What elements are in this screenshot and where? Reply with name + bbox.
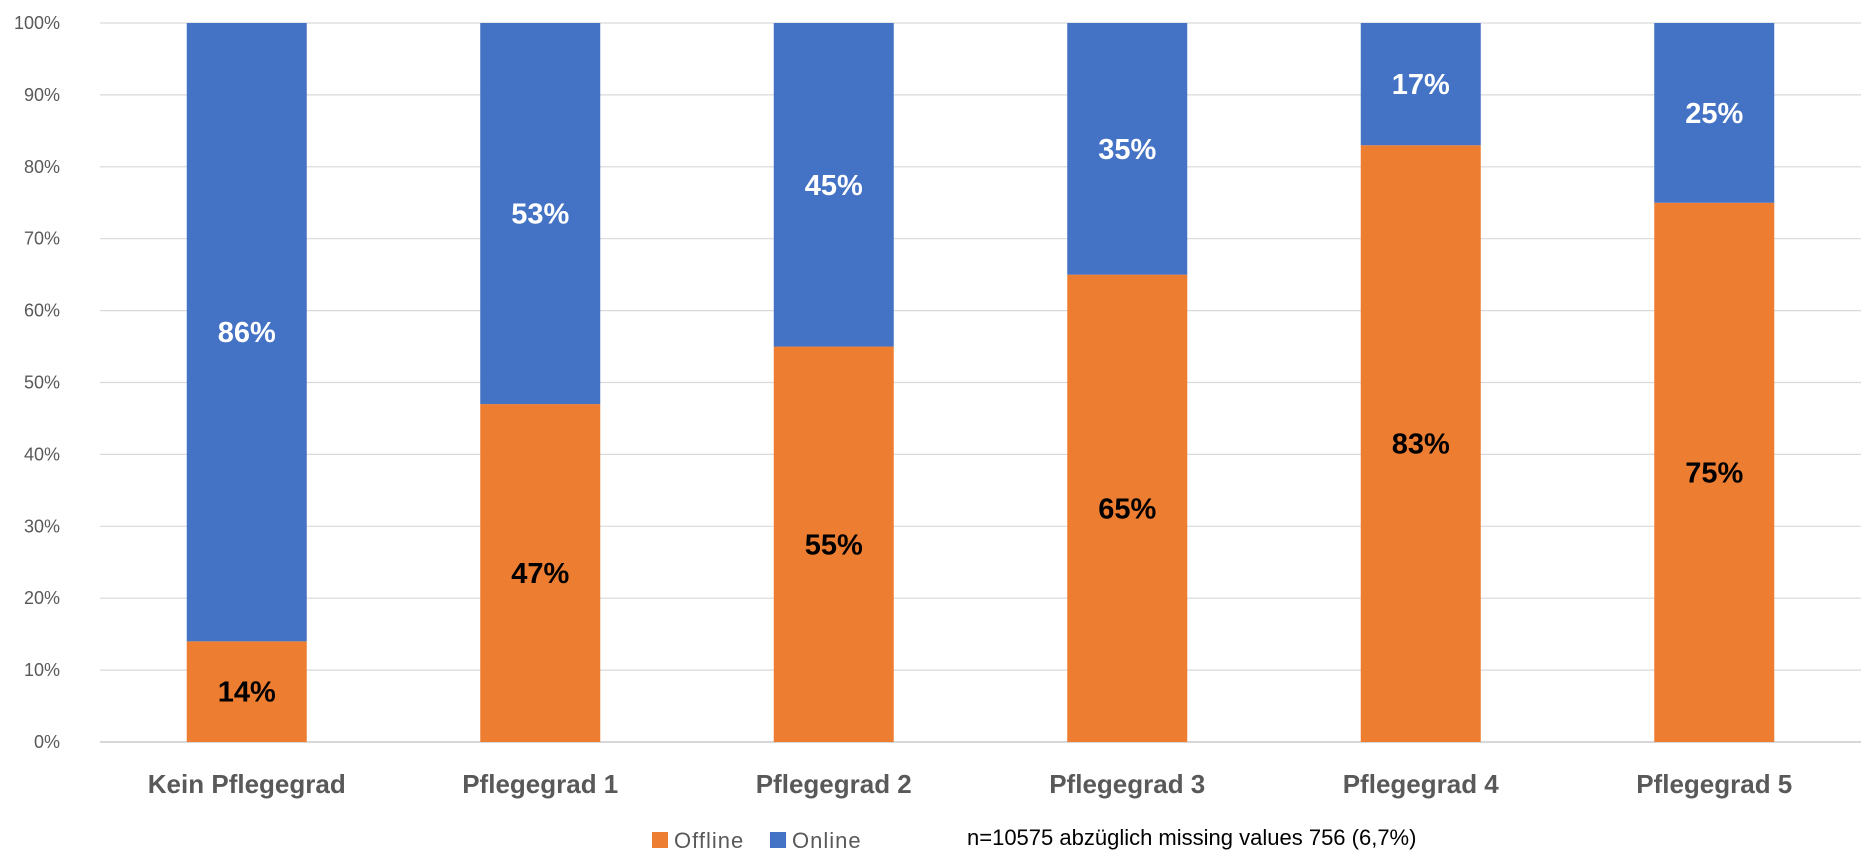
category-label: Kein Pflegegrad — [148, 769, 346, 799]
y-tick-label: 10% — [24, 660, 60, 680]
gridlines — [100, 22, 1861, 743]
sample-size-note: n=10575 abzüglich missing values 756 (6,… — [967, 825, 1416, 850]
bar-online — [1067, 23, 1188, 275]
y-tick-label: 100% — [14, 13, 60, 33]
data-label-online: 45% — [805, 170, 863, 202]
bar-online — [773, 23, 894, 347]
data-label-online: 17% — [1392, 69, 1450, 101]
bar-offline — [1360, 145, 1481, 743]
bars — [186, 23, 1775, 743]
category-label: Pflegegrad 1 — [462, 769, 618, 799]
bar-offline — [186, 641, 307, 742]
category-label: Pflegegrad 5 — [1636, 769, 1792, 799]
y-axis-tick-labels: 0% 10% 20% 30% 40% 50% 60% 70% 80% 90% 100% — [14, 13, 60, 752]
data-label-online: 35% — [1098, 134, 1156, 166]
bar-online — [186, 23, 307, 642]
data-label-online: 25% — [1685, 98, 1743, 130]
data-label-offline: 75% — [1685, 457, 1743, 489]
y-tick-label: 30% — [24, 516, 60, 536]
x-axis-category-labels: Kein Pflegegrad Pflegegrad 1 Pflegegrad 2 P… — [148, 769, 1793, 799]
y-tick-label: 70% — [24, 229, 60, 249]
category-label: Pflegegrad 3 — [1049, 769, 1205, 799]
bar-offline — [1067, 274, 1188, 742]
legend-label-online: Online — [792, 828, 862, 852]
legend-swatch-offline — [652, 832, 668, 848]
y-tick-label: 0% — [34, 732, 60, 752]
data-labels: 14% 86% 47% 53% 55% 45% 65% 35% 83% 17% 75% 25% — [218, 69, 1744, 709]
bar-online — [480, 23, 601, 405]
data-label-offline: 83% — [1392, 429, 1450, 461]
data-label-online: 53% — [511, 199, 569, 231]
data-label-offline: 47% — [511, 558, 569, 590]
bar-online — [1360, 23, 1481, 146]
y-tick-label: 60% — [24, 301, 60, 321]
bar-online — [1654, 23, 1775, 203]
bar-offline — [773, 346, 894, 742]
data-label-offline: 65% — [1098, 493, 1156, 525]
bar-offline — [480, 404, 601, 742]
y-tick-label: 20% — [24, 588, 60, 608]
category-label: Pflegegrad 2 — [756, 769, 912, 799]
category-label: Pflegegrad 4 — [1343, 769, 1500, 799]
y-tick-label: 50% — [24, 373, 60, 393]
legend-swatch-online — [770, 832, 786, 848]
data-label-offline: 55% — [805, 529, 863, 561]
legend-label-offline: Offline — [674, 828, 744, 852]
data-label-offline: 14% — [218, 677, 276, 709]
legend: Offline Online — [652, 828, 862, 852]
bar-offline — [1654, 202, 1775, 742]
y-tick-label: 90% — [24, 85, 60, 105]
y-tick-label: 80% — [24, 157, 60, 177]
y-tick-label: 40% — [24, 444, 60, 464]
data-label-online: 86% — [218, 317, 276, 349]
